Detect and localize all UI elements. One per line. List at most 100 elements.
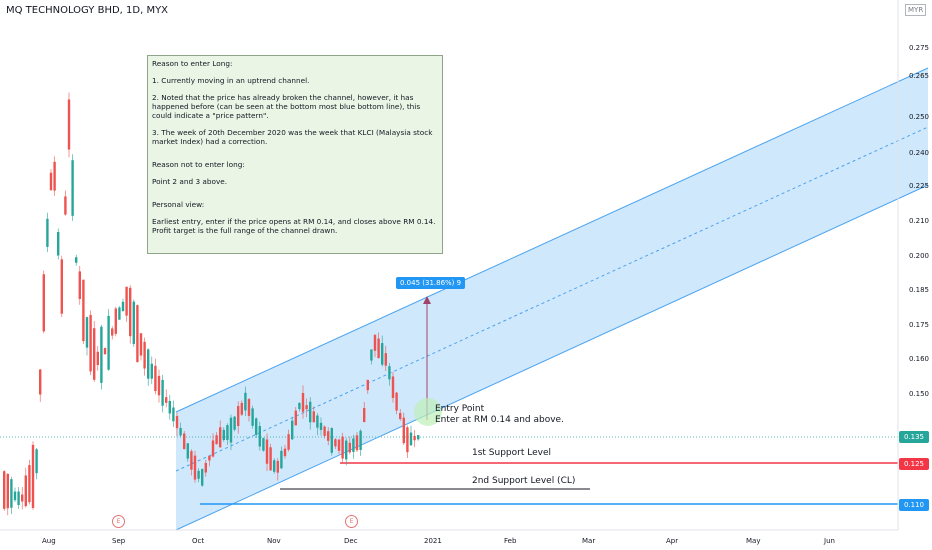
candle-body (114, 308, 117, 334)
candle-body (64, 196, 67, 215)
candle-body (409, 432, 413, 446)
candle-body (103, 348, 107, 355)
candle-body (251, 408, 254, 426)
price-tick-label: 0.225 (908, 182, 929, 190)
candle-body (82, 279, 85, 342)
candle-body (388, 366, 391, 380)
candle-body (262, 438, 265, 451)
candle-body (283, 448, 287, 457)
candle-body (316, 415, 319, 428)
candle-body (28, 465, 31, 503)
candle-body (10, 479, 13, 508)
candle-body (395, 392, 398, 411)
candle-body (129, 287, 132, 337)
candle-body (139, 333, 143, 356)
candle-body (417, 435, 420, 440)
candle-body (402, 417, 405, 444)
note-line: 1. Currently moving in an uptrend channe… (152, 76, 310, 85)
candle-body (168, 400, 171, 414)
candle-body (161, 379, 164, 406)
candle-body (269, 447, 272, 471)
earnings-event-icon[interactable]: E (345, 515, 358, 528)
candle-body (57, 232, 60, 256)
note-line: Earliest entry, enter if the price opens… (152, 217, 436, 235)
time-tick-label: Jun (824, 537, 835, 545)
currency-label[interactable]: MYR (905, 4, 927, 16)
candle-body (118, 307, 121, 320)
candle-body (96, 351, 99, 366)
candle-body (273, 460, 276, 472)
candle-body (244, 392, 247, 411)
candle-body (136, 305, 139, 363)
candle-body (305, 405, 308, 410)
candle-body (186, 443, 189, 459)
candle-body (6, 473, 9, 509)
time-tick-label: Nov (267, 537, 281, 545)
support-2-label: 2nd Support Level (CL) (472, 476, 576, 486)
candle-body (287, 434, 290, 450)
candle-body (381, 343, 384, 365)
candle-body (258, 426, 261, 447)
candle-body (67, 99, 71, 150)
support-1-price-tag: 0.125 (899, 458, 929, 470)
entry-point-label: Entry Point Enter at RM 0.14 and above. (435, 404, 564, 426)
candle-body (280, 450, 283, 469)
time-tick-label: Oct (192, 537, 205, 545)
candle-body (21, 494, 24, 502)
earnings-event-icon[interactable]: E (112, 515, 125, 528)
candles (3, 92, 420, 516)
price-tick-label: 0.250 (908, 113, 929, 121)
candle-body (384, 353, 387, 366)
candle-body (219, 427, 222, 448)
candle-body (93, 328, 96, 380)
candle-body (298, 402, 301, 410)
candle-body (197, 470, 200, 479)
candle-body (111, 328, 114, 336)
candle-body (75, 257, 78, 263)
analysis-note[interactable]: Reason to enter Long: 1. Currently movin… (147, 55, 443, 254)
time-tick-label: Feb (504, 537, 517, 545)
candle-body (132, 301, 135, 344)
candle-body (370, 349, 373, 361)
candle-body (240, 402, 243, 415)
candle-body (42, 274, 45, 332)
candle-body (276, 460, 279, 473)
candle-body (359, 430, 362, 451)
candle-body (413, 435, 416, 441)
candle-body (46, 218, 49, 247)
price-tick-label: 0.240 (908, 149, 929, 157)
candle-body (406, 427, 409, 453)
entry-text: Enter at RM 0.14 and above. (435, 415, 564, 425)
last-price-tag: 0.135 (899, 431, 929, 443)
note-line: 2. Noted that the price has already brok… (152, 93, 421, 120)
candle-body (78, 271, 81, 300)
candle-body (157, 375, 161, 396)
candle-body (323, 426, 326, 436)
candle-body (121, 301, 125, 311)
candle-body (352, 438, 355, 452)
note-line: Personal view: (152, 200, 205, 209)
candle-body (190, 451, 193, 470)
candle-body (211, 440, 215, 457)
candle-body (319, 422, 323, 430)
channel-upper-line (175, 67, 929, 413)
note-line: Reason not to enter long: (152, 160, 245, 169)
time-tick-label: 2021 (424, 537, 442, 545)
support-1-label: 1st Support Level (472, 448, 552, 458)
time-tick-label: Apr (666, 537, 679, 545)
candle-body (309, 401, 312, 423)
candle-body (291, 420, 294, 440)
price-tick-label: 0.210 (908, 217, 929, 225)
candle-body (348, 442, 351, 453)
candle-body (204, 462, 207, 473)
measure-label: 0.045 (31.86%) 9 (396, 277, 466, 289)
time-tick-label: Dec (344, 537, 358, 545)
candle-body (327, 431, 330, 441)
candle-body (247, 399, 251, 416)
candle-body (334, 439, 337, 447)
candle-body (107, 315, 110, 370)
price-tick-label: 0.200 (908, 252, 929, 260)
price-tick-label: 0.160 (908, 355, 929, 363)
note-line: 3. The week of 20th December 2020 was th… (152, 128, 433, 146)
